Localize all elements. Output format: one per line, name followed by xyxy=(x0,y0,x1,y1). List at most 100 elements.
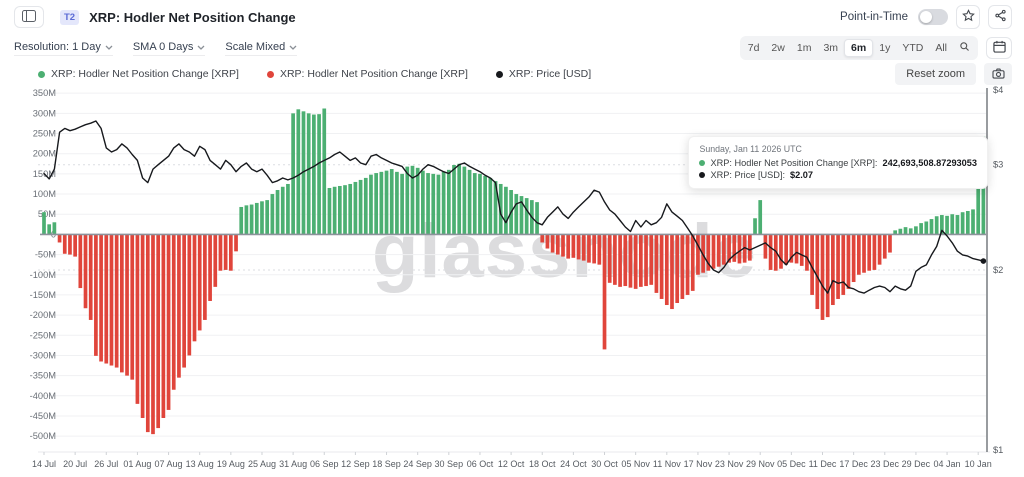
tooltip-row-price: XRP: Price [USD]: $2.07 xyxy=(699,170,977,180)
legend-dot-red xyxy=(266,70,274,78)
chevron-down-icon xyxy=(289,41,297,53)
tooltip-dot-black xyxy=(699,172,706,178)
svg-text:11 Nov: 11 Nov xyxy=(653,459,681,469)
svg-text:-450M: -450M xyxy=(30,411,56,421)
zoom-select-icon xyxy=(959,42,970,55)
svg-text:12 Sep: 12 Sep xyxy=(341,459,370,469)
svg-text:$2: $2 xyxy=(993,265,1003,275)
legend-dot-black xyxy=(495,70,503,78)
tier-badge: T2 xyxy=(60,9,80,25)
svg-text:24 Oct: 24 Oct xyxy=(560,459,587,469)
tooltip-date: Sunday, Jan 11 2026 UTC xyxy=(699,144,802,154)
tooltip-dot-green xyxy=(699,160,706,166)
svg-text:14 Jul: 14 Jul xyxy=(32,459,56,469)
svg-text:23 Nov: 23 Nov xyxy=(715,459,744,469)
svg-text:-250M: -250M xyxy=(30,330,56,340)
svg-text:24 Sep: 24 Sep xyxy=(403,459,432,469)
legend-dot-green xyxy=(38,70,45,78)
svg-text:$3: $3 xyxy=(993,160,1003,170)
range-zoom-select-button[interactable] xyxy=(953,38,976,58)
svg-text:250M: 250M xyxy=(33,129,56,139)
svg-text:-500M: -500M xyxy=(30,431,56,441)
svg-text:01 Aug: 01 Aug xyxy=(123,459,151,469)
svg-text:-50M: -50M xyxy=(35,250,56,260)
svg-text:25 Aug: 25 Aug xyxy=(248,459,276,469)
svg-text:$1: $1 xyxy=(993,445,1003,455)
svg-text:17 Dec: 17 Dec xyxy=(839,459,868,469)
svg-text:200M: 200M xyxy=(33,149,56,159)
svg-text:07 Aug: 07 Aug xyxy=(155,459,183,469)
range-1y[interactable]: 1y xyxy=(879,42,891,54)
svg-text:19 Aug: 19 Aug xyxy=(217,459,245,469)
page-title: XRP: Hodler Net Position Change xyxy=(89,9,296,25)
point-in-time-toggle[interactable] xyxy=(918,9,948,25)
svg-text:30 Oct: 30 Oct xyxy=(591,459,618,469)
legend-item-hodler-negative[interactable]: XRP: Hodler Net Position Change [XRP] xyxy=(266,68,468,80)
svg-text:$4: $4 xyxy=(993,85,1003,95)
svg-text:29 Dec: 29 Dec xyxy=(902,459,931,469)
tooltip-row-hodler: XRP: Hodler Net Position Change [XRP]: 2… xyxy=(699,158,977,168)
resolution-label: Resolution: 1 Day xyxy=(14,40,101,53)
svg-text:18 Oct: 18 Oct xyxy=(529,459,556,469)
calendar-icon xyxy=(992,40,1006,56)
legend-item-price[interactable]: XRP: Price [USD] xyxy=(495,68,591,80)
sma-label: SMA 0 Days xyxy=(132,40,194,53)
sidebar-toggle-button[interactable] xyxy=(14,6,44,28)
range-ytd[interactable]: YTD xyxy=(902,42,924,54)
svg-text:06 Oct: 06 Oct xyxy=(467,459,494,469)
range-all[interactable]: All xyxy=(935,42,947,54)
header: T2 XRP: Hodler Net Position Change Point… xyxy=(0,0,1024,34)
svg-text:30 Sep: 30 Sep xyxy=(435,459,464,469)
share-icon xyxy=(994,9,1007,25)
svg-text:20 Jul: 20 Jul xyxy=(63,459,87,469)
favorite-button[interactable] xyxy=(956,5,980,29)
range-7d[interactable]: 7d xyxy=(747,42,760,54)
sma-dropdown[interactable]: SMA 0 Days xyxy=(132,40,206,56)
svg-text:10 Jan: 10 Jan xyxy=(965,459,992,469)
svg-text:23 Dec: 23 Dec xyxy=(871,459,900,469)
svg-text:-300M: -300M xyxy=(30,350,56,360)
svg-text:05 Dec: 05 Dec xyxy=(777,459,806,469)
svg-text:-400M: -400M xyxy=(30,391,56,401)
svg-text:350M: 350M xyxy=(33,88,56,98)
svg-text:100M: 100M xyxy=(33,189,56,199)
toggle-knob xyxy=(920,11,932,23)
range-6m[interactable]: 6m xyxy=(844,39,874,57)
legend-item-hodler-positive[interactable]: XRP: Hodler Net Position Change [XRP] xyxy=(38,68,239,80)
chevron-down-icon xyxy=(105,41,113,53)
svg-text:17 Nov: 17 Nov xyxy=(684,459,713,469)
svg-text:04 Jan: 04 Jan xyxy=(934,459,961,469)
tooltip-value-hodler: 242,693,508.87293053 xyxy=(882,158,977,168)
calendar-button[interactable] xyxy=(986,37,1012,59)
svg-text:-350M: -350M xyxy=(30,371,56,381)
camera-icon xyxy=(991,67,1005,82)
svg-text:300M: 300M xyxy=(33,108,56,118)
chevron-down-icon xyxy=(197,41,205,53)
svg-text:31 Aug: 31 Aug xyxy=(279,459,307,469)
svg-text:13 Aug: 13 Aug xyxy=(186,459,214,469)
svg-text:29 Nov: 29 Nov xyxy=(746,459,775,469)
controls-row: Resolution: 1 Day SMA 0 Days Scale Mixed… xyxy=(0,36,1024,60)
range-selector: 7d 2w 1m 3m 6m 1y YTD All xyxy=(739,36,978,60)
screenshot-button[interactable] xyxy=(984,63,1012,85)
resolution-dropdown[interactable]: Resolution: 1 Day xyxy=(14,41,113,56)
svg-text:-100M: -100M xyxy=(30,270,56,280)
reset-zoom-button[interactable]: Reset zoom xyxy=(895,63,976,85)
star-icon xyxy=(961,9,975,25)
legend: XRP: Hodler Net Position Change [XRP] XR… xyxy=(0,62,1024,86)
share-button[interactable] xyxy=(988,5,1012,29)
svg-text:18 Sep: 18 Sep xyxy=(372,459,401,469)
svg-text:-150M: -150M xyxy=(30,290,56,300)
svg-text:11 Dec: 11 Dec xyxy=(809,459,837,469)
scale-dropdown[interactable]: Scale Mixed xyxy=(225,41,298,56)
svg-text:26 Jul: 26 Jul xyxy=(94,459,118,469)
svg-text:06 Sep: 06 Sep xyxy=(310,459,339,469)
range-1m[interactable]: 1m xyxy=(796,42,812,54)
tooltip-value-price: $2.07 xyxy=(790,170,814,180)
svg-text:50M: 50M xyxy=(38,209,56,219)
point-in-time-label: Point-in-Time xyxy=(840,11,908,23)
range-3m[interactable]: 3m xyxy=(823,42,839,54)
svg-text:-200M: -200M xyxy=(30,310,56,320)
range-2w[interactable]: 2w xyxy=(771,42,785,54)
chart-tooltip: Sunday, Jan 11 2026 UTC XRP: Hodler Net … xyxy=(688,136,988,189)
